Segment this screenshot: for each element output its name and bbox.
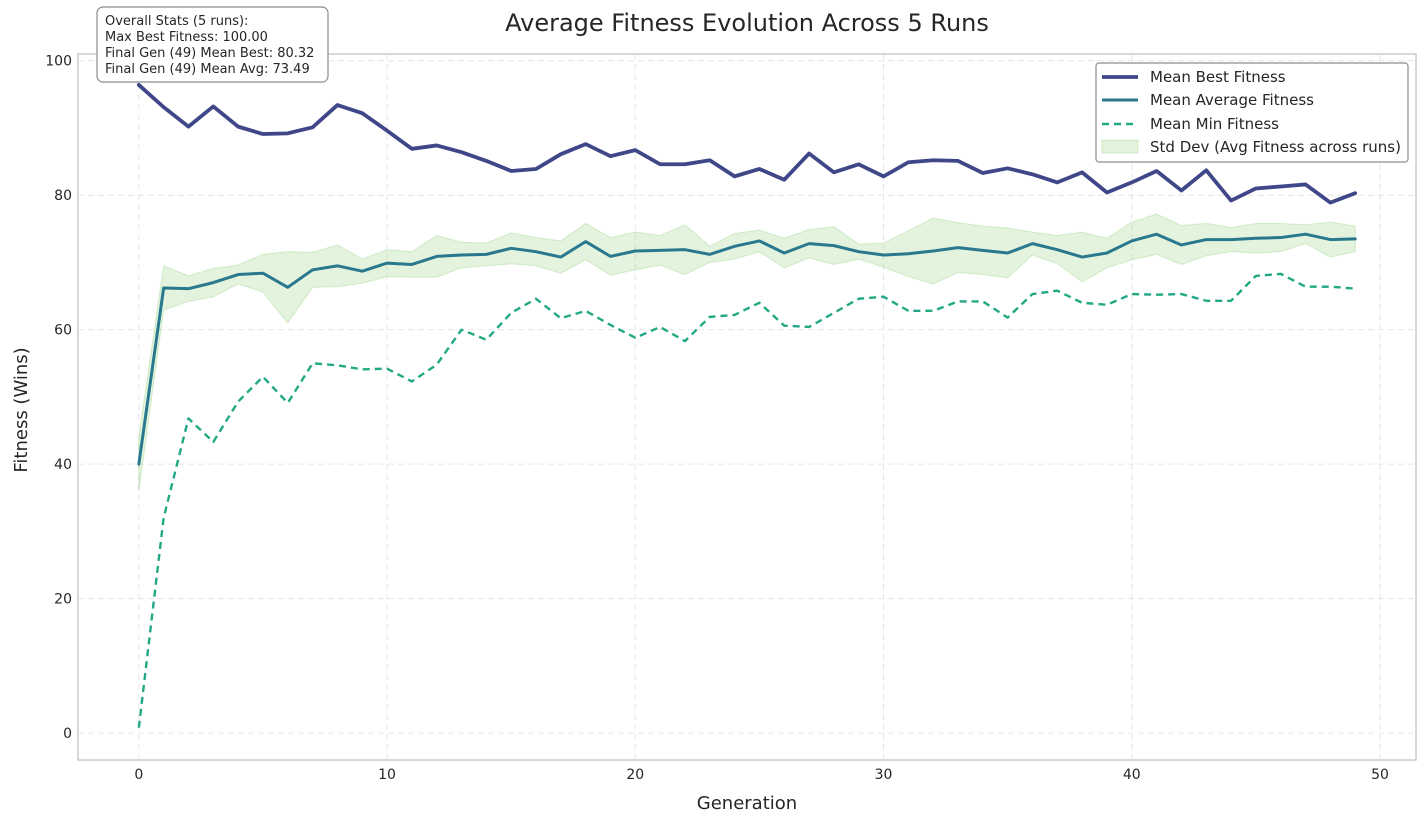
y-tick-label: 20 bbox=[54, 592, 72, 608]
legend: Mean Best Fitness Mean Average Fitness M… bbox=[1095, 62, 1409, 163]
plot-frame bbox=[77, 53, 1417, 761]
stats-line: Overall Stats (5 runs): bbox=[105, 14, 248, 29]
y-tick-label: 100 bbox=[45, 54, 72, 70]
x-tick-label: 20 bbox=[626, 767, 644, 783]
y-tick-label: 80 bbox=[54, 188, 72, 204]
x-tick-label: 50 bbox=[1371, 767, 1389, 783]
stats-line: Max Best Fitness: 100.00 bbox=[105, 30, 268, 45]
x-tick-label: 30 bbox=[875, 767, 893, 783]
x-axis-label: Generation bbox=[697, 793, 797, 814]
legend-label-std-dev: Std Dev (Avg Fitness across runs) bbox=[1150, 138, 1401, 156]
x-tick-label: 40 bbox=[1123, 767, 1141, 783]
band-std-dev-avg-fitness-across-runs bbox=[138, 213, 1356, 492]
series-layer bbox=[136, 83, 1358, 728]
stats-line: Final Gen (49) Mean Best: 80.32 bbox=[105, 46, 314, 61]
series-line-mean-min-fitness bbox=[137, 272, 1356, 728]
y-tick-label: 60 bbox=[54, 323, 72, 339]
y-tick-label: 0 bbox=[63, 726, 72, 742]
legend-label-mean-min: Mean Min Fitness bbox=[1150, 115, 1279, 133]
legend-frame bbox=[1095, 62, 1409, 163]
stats-box-frame bbox=[96, 6, 329, 83]
stats-box: Overall Stats (5 runs): Max Best Fitness… bbox=[96, 6, 329, 83]
legend-label-mean-average: Mean Average Fitness bbox=[1150, 91, 1314, 109]
legend-swatch-std-dev bbox=[1101, 139, 1139, 154]
series-line-mean-average-fitness bbox=[137, 232, 1357, 466]
x-tick-label: 0 bbox=[134, 767, 143, 783]
series-line-mean-best-fitness bbox=[136, 83, 1358, 205]
std-dev-band-layer bbox=[138, 213, 1356, 492]
y-axis-label: Fitness (Wins) bbox=[11, 347, 32, 472]
y-tick-label: 40 bbox=[54, 457, 72, 473]
chart-title: Average Fitness Evolution Across 5 Runs bbox=[505, 9, 989, 37]
y-tick-labels: 0 20 40 60 80 100 bbox=[45, 54, 72, 742]
stats-line: Final Gen (49) Mean Avg: 73.49 bbox=[105, 62, 310, 77]
legend-label-mean-best: Mean Best Fitness bbox=[1150, 68, 1286, 86]
x-tick-labels: 0 10 20 30 40 50 bbox=[134, 767, 1389, 783]
x-tick-label: 10 bbox=[378, 767, 396, 783]
